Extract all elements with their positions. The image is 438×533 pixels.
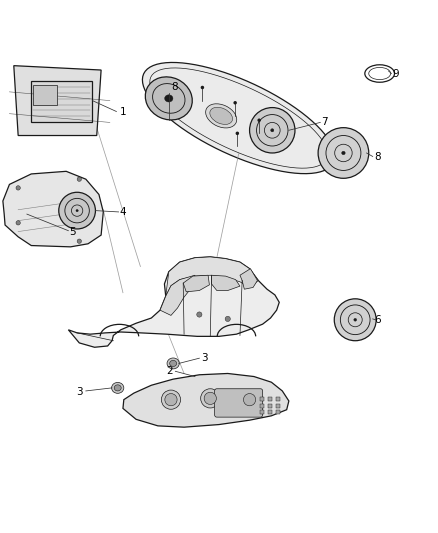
FancyBboxPatch shape bbox=[276, 410, 280, 414]
Text: 5: 5 bbox=[70, 227, 76, 237]
Circle shape bbox=[77, 177, 81, 181]
Text: 1: 1 bbox=[120, 107, 126, 117]
Circle shape bbox=[236, 132, 239, 135]
Text: 9: 9 bbox=[393, 69, 399, 78]
FancyBboxPatch shape bbox=[33, 85, 57, 105]
Ellipse shape bbox=[76, 209, 78, 212]
Ellipse shape bbox=[342, 151, 345, 155]
Text: 2: 2 bbox=[166, 366, 173, 376]
Polygon shape bbox=[166, 257, 258, 296]
FancyBboxPatch shape bbox=[215, 389, 263, 417]
FancyBboxPatch shape bbox=[260, 398, 265, 401]
Text: 7: 7 bbox=[321, 117, 328, 127]
FancyBboxPatch shape bbox=[268, 410, 272, 414]
Circle shape bbox=[16, 221, 20, 225]
Ellipse shape bbox=[334, 299, 376, 341]
Ellipse shape bbox=[271, 128, 274, 132]
Circle shape bbox=[165, 393, 177, 406]
Ellipse shape bbox=[210, 107, 233, 124]
FancyBboxPatch shape bbox=[276, 403, 280, 408]
Ellipse shape bbox=[114, 385, 121, 391]
Circle shape bbox=[240, 390, 259, 409]
Text: 3: 3 bbox=[76, 387, 83, 397]
Text: 8: 8 bbox=[374, 152, 381, 163]
Polygon shape bbox=[68, 257, 279, 348]
Polygon shape bbox=[142, 62, 335, 174]
Ellipse shape bbox=[158, 91, 184, 110]
Circle shape bbox=[204, 392, 216, 405]
Ellipse shape bbox=[165, 95, 173, 102]
Polygon shape bbox=[123, 374, 289, 427]
Circle shape bbox=[201, 389, 220, 408]
Circle shape bbox=[258, 118, 261, 122]
Ellipse shape bbox=[112, 382, 124, 393]
FancyBboxPatch shape bbox=[276, 398, 280, 401]
Circle shape bbox=[233, 101, 237, 104]
Circle shape bbox=[244, 393, 256, 406]
FancyBboxPatch shape bbox=[260, 403, 265, 408]
Ellipse shape bbox=[354, 318, 357, 321]
Ellipse shape bbox=[161, 93, 181, 108]
Polygon shape bbox=[183, 275, 209, 292]
Circle shape bbox=[225, 316, 230, 321]
Text: 6: 6 bbox=[374, 315, 381, 325]
FancyBboxPatch shape bbox=[31, 81, 92, 123]
Circle shape bbox=[197, 312, 202, 317]
Circle shape bbox=[201, 86, 204, 89]
Text: 4: 4 bbox=[120, 207, 127, 217]
Ellipse shape bbox=[145, 77, 192, 120]
Ellipse shape bbox=[265, 123, 291, 143]
Ellipse shape bbox=[59, 192, 95, 229]
Polygon shape bbox=[160, 275, 195, 316]
FancyBboxPatch shape bbox=[268, 403, 272, 408]
Ellipse shape bbox=[250, 108, 295, 153]
Text: 3: 3 bbox=[201, 353, 207, 363]
Polygon shape bbox=[212, 275, 240, 290]
Circle shape bbox=[16, 185, 20, 190]
Circle shape bbox=[77, 239, 81, 244]
Text: 8: 8 bbox=[171, 82, 177, 92]
Polygon shape bbox=[14, 66, 101, 135]
Polygon shape bbox=[3, 171, 103, 247]
Ellipse shape bbox=[167, 358, 179, 369]
FancyBboxPatch shape bbox=[268, 398, 272, 401]
Ellipse shape bbox=[268, 126, 288, 141]
Polygon shape bbox=[240, 269, 258, 289]
Ellipse shape bbox=[206, 104, 237, 128]
Ellipse shape bbox=[170, 360, 177, 367]
Ellipse shape bbox=[318, 128, 369, 179]
FancyBboxPatch shape bbox=[260, 410, 265, 414]
Circle shape bbox=[161, 390, 180, 409]
